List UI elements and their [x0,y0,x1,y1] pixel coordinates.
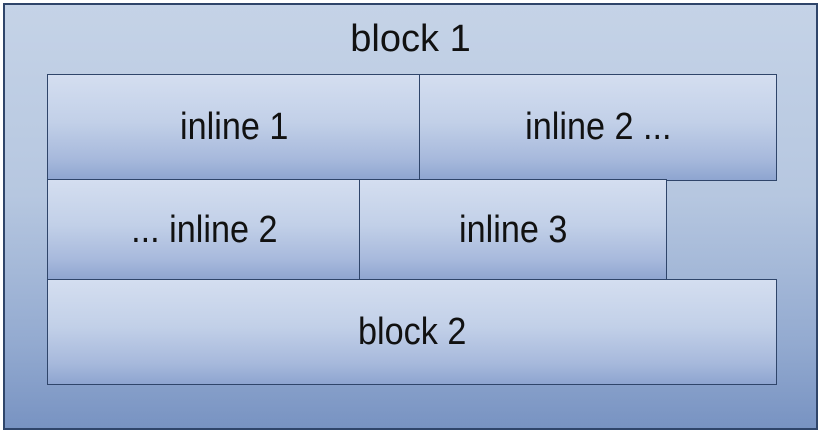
inline-2-start-label: inline 2 ... [524,106,672,148]
inline-3-box: inline 3 [359,179,667,281]
block-2-box: block 2 [47,279,777,385]
inline-1-label: inline 1 [179,106,289,148]
block-1-container: block 1 inline 1 inline 2 ... ... inline… [3,3,818,430]
inline-2-end-box: ... inline 2 [47,179,361,281]
inline-2-start-box: inline 2 ... [419,74,777,181]
inline-2-end-label: ... inline 2 [130,208,278,251]
inline-3-label: inline 3 [458,208,568,251]
block-2-label: block 2 [357,310,467,353]
inline-1-box: inline 1 [47,74,421,181]
block-1-label: block 1 [350,18,471,60]
block-1-label-wrap: block 1 [5,18,816,61]
